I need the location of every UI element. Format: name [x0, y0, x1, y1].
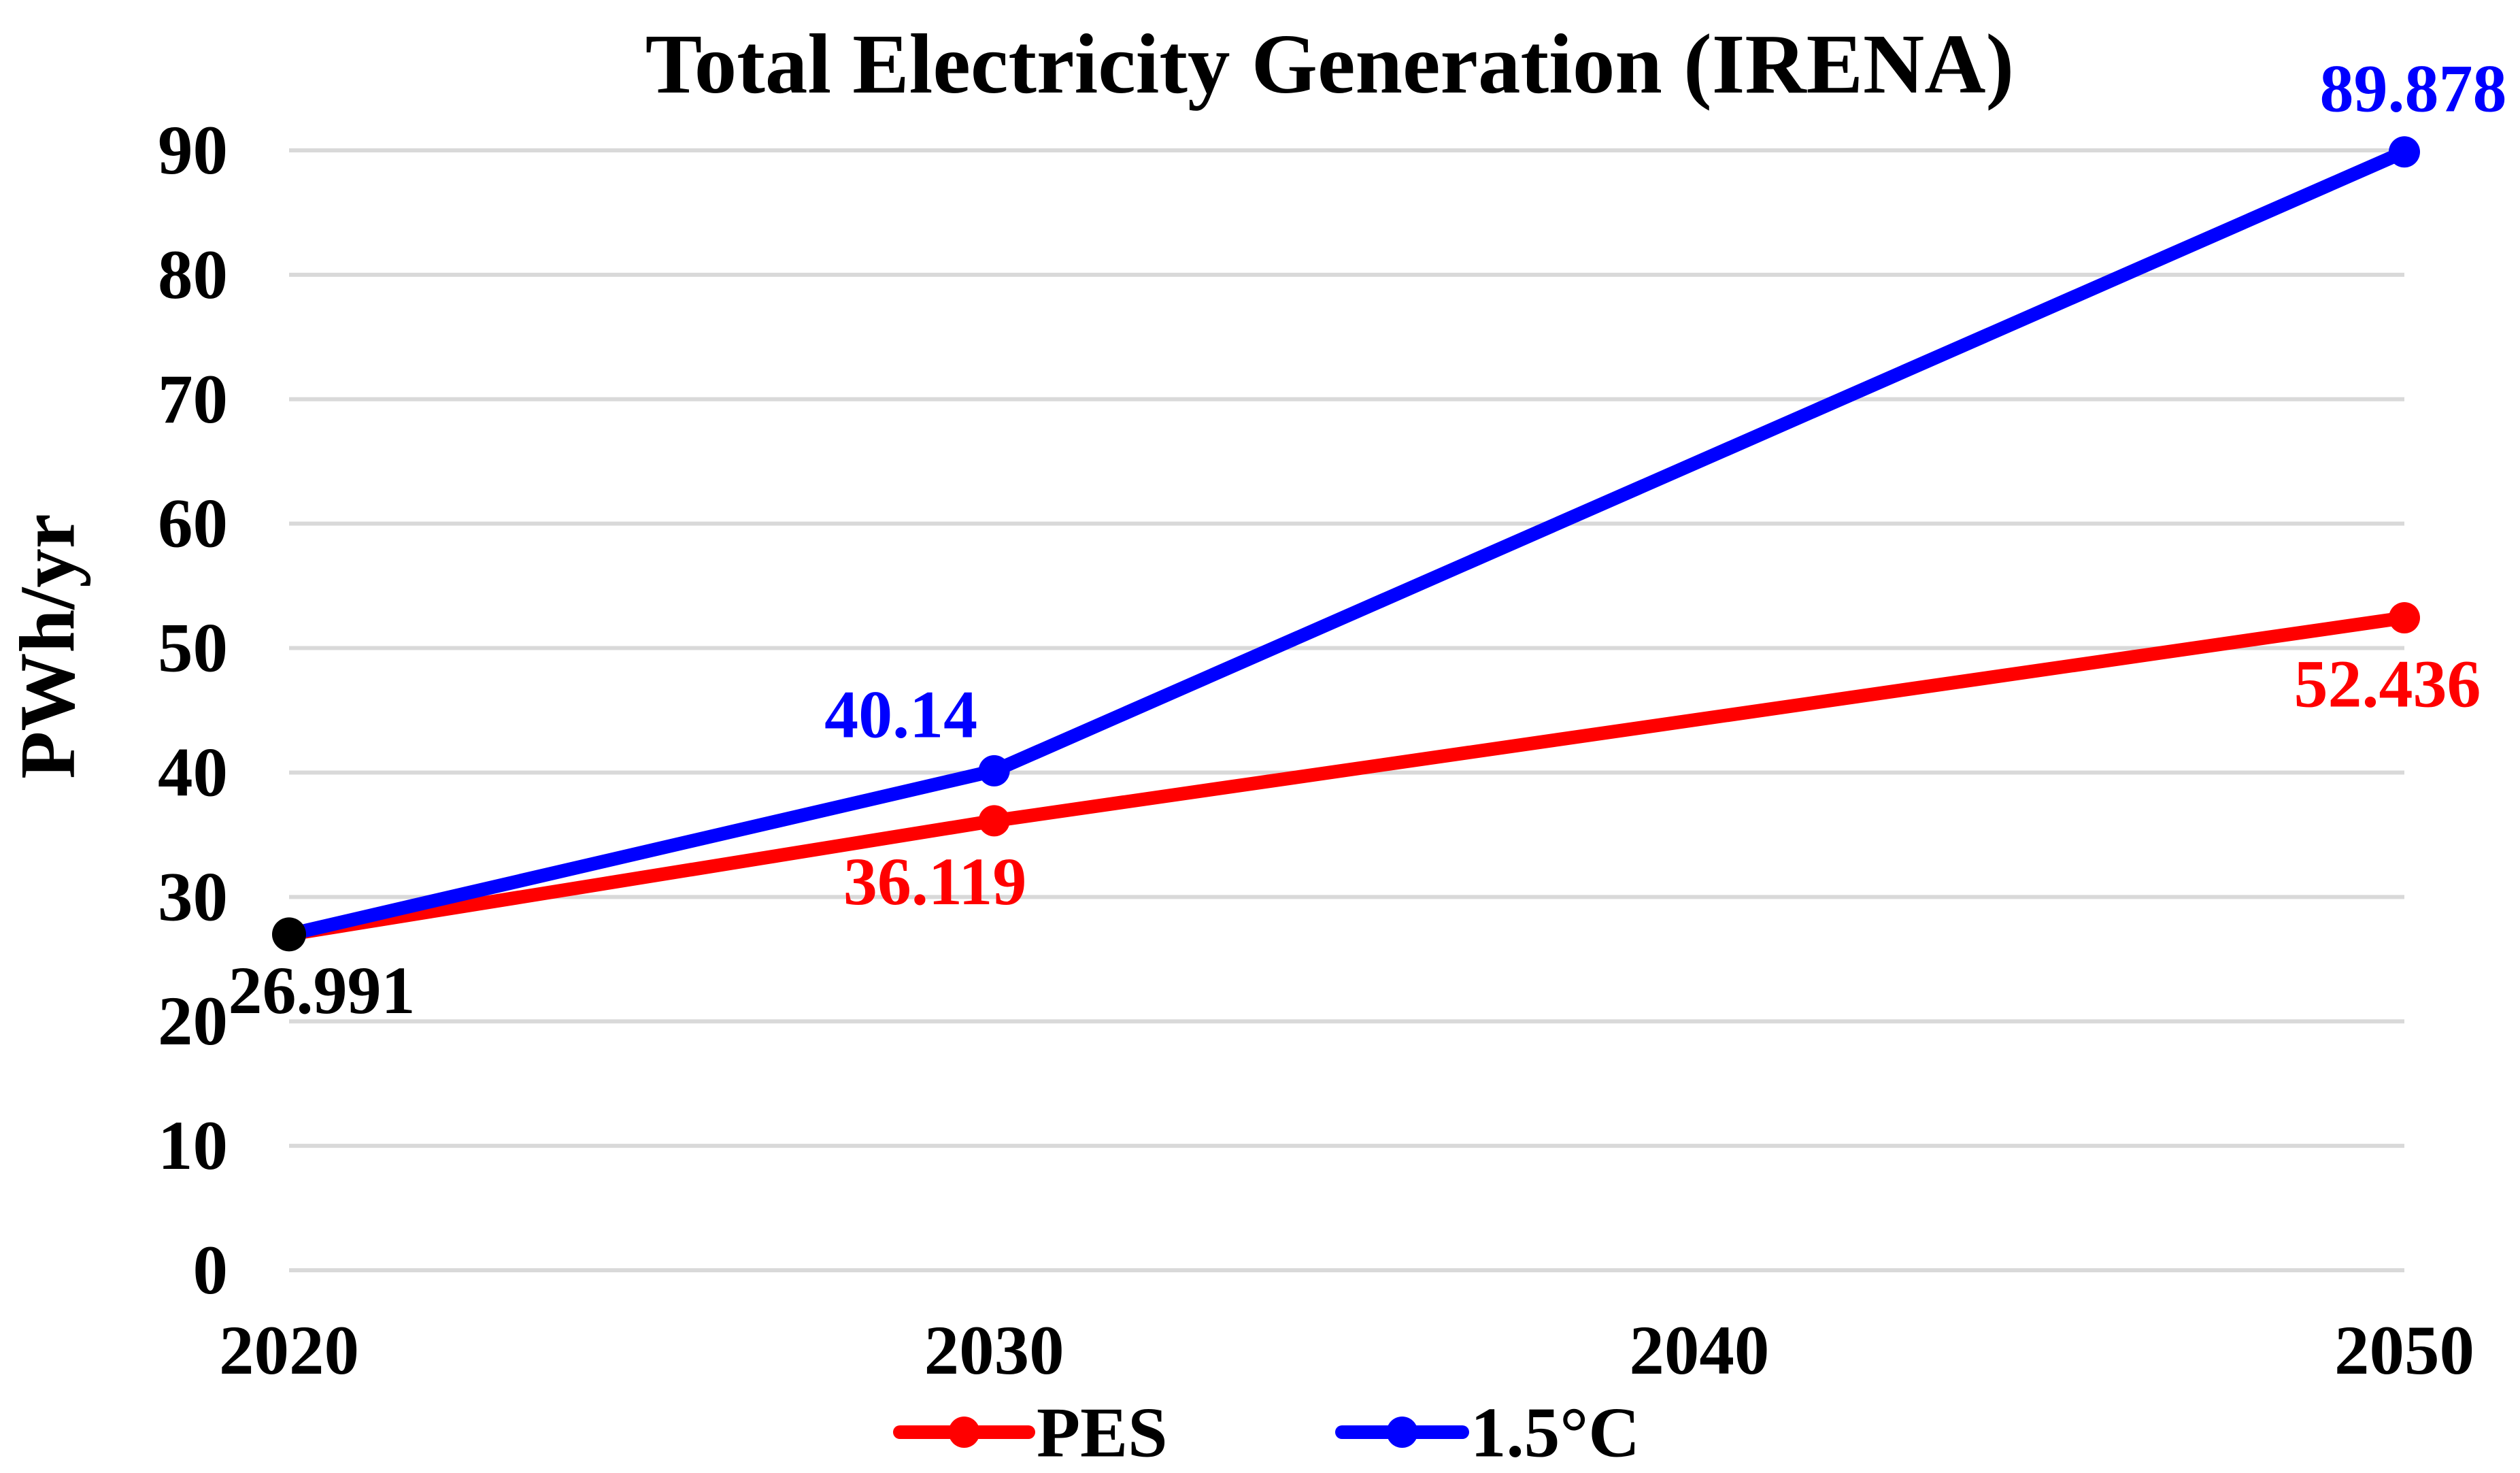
legend-label: PES [1037, 1393, 1168, 1472]
x-tick-label: 2050 [2334, 1312, 2474, 1389]
y-tick-label: 80 [158, 236, 228, 314]
legend-item-pes: PES [893, 1393, 1168, 1472]
y-tick-label: 70 [158, 361, 228, 438]
point-label-pes: 36.119 [843, 844, 1026, 919]
y-tick-label: 50 [158, 610, 228, 687]
x-tick-label: 2040 [1629, 1312, 1769, 1389]
series-marker-pes [2389, 602, 2420, 634]
legend-marker-dot [1386, 1417, 1418, 1448]
y-tick-label: 10 [158, 1107, 228, 1185]
series-marker-1-5c [2389, 136, 2420, 168]
series-line-pes [282, 611, 2411, 942]
y-tick-label: 20 [158, 982, 228, 1060]
series-marker-pes [978, 805, 1010, 837]
y-axis-title: PWh/yr [5, 514, 91, 779]
y-tick-label: 30 [158, 858, 228, 936]
x-axis-tick-labels: 2020 2030 2040 2050 [219, 1312, 2474, 1389]
legend-item-1-5c: 1.5°C [1335, 1393, 1640, 1472]
legend-marker-dot [948, 1417, 980, 1448]
start-marker [272, 917, 306, 952]
y-tick-label: 60 [158, 485, 228, 563]
x-tick-label: 2030 [924, 1312, 1064, 1389]
y-tick-label: 40 [158, 733, 228, 811]
y-axis-tick-labels: 0 10 20 30 40 50 60 70 80 90 [158, 112, 228, 1309]
legend-label: 1.5°C [1471, 1393, 1640, 1472]
point-label-1-5c: 40.14 [824, 676, 977, 752]
data-point-labels: 36.119 52.436 40.14 89.878 26.991 [229, 51, 2507, 1028]
y-tick-label: 90 [158, 112, 228, 189]
gridlines [289, 148, 2404, 1272]
point-label-pes: 52.436 [2294, 646, 2481, 722]
chart-legend: PES 1.5°C [893, 1393, 1640, 1472]
x-tick-label: 2020 [219, 1312, 359, 1389]
chart-title: Total Electricity Generation (IRENA) [645, 18, 2014, 112]
point-label-1-5c: 89.878 [2320, 51, 2507, 127]
series-line-1-5c [282, 145, 2411, 942]
y-tick-label: 0 [193, 1231, 229, 1309]
data-series [272, 136, 2420, 952]
start-point-label: 26.991 [229, 953, 416, 1028]
series-marker-1-5c [978, 755, 1010, 787]
